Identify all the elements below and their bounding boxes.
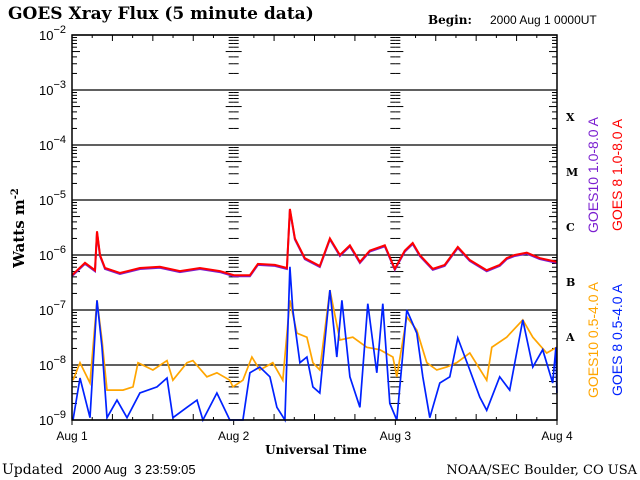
decade-gridlines [72,34,557,421]
flare-class-labels: X M C B A [565,111,578,344]
flare-class-C: C [566,221,575,234]
x-tick-label: Aug 3 [380,429,412,443]
updated-value: 2000 Aug 3 23:59:05 [72,462,196,477]
legend-entry: GOES10 1.0-8.0 A [585,116,601,233]
flare-class-A: A [565,331,575,344]
updated-label: Updated [2,462,63,478]
y-tick-label: 10−8 [39,354,66,373]
series-line [71,208,558,277]
y-tick-labels: 10−2 10−3 10−4 10−5 10−6 10−7 10−8 10−9 [39,24,66,428]
series-line [72,266,558,423]
series-line [71,209,558,278]
series-lines [71,208,558,423]
legend: GOES10 1.0-8.0 A GOES 8 1.0-8.0 A GOES10 0… [585,116,625,398]
plot-frame [71,34,558,421]
y-tick-label: 10−3 [39,79,66,98]
legend-entry: GOES10 0.5-4.0 A [585,281,601,398]
begin-label: Begin: [428,13,472,27]
x-tick-label: Aug 4 [541,429,573,443]
flare-class-M: M [566,166,578,179]
begin-value: 2000 Aug 1 0000UT [490,13,597,27]
series-line [72,289,558,391]
y-tick-label: 10−6 [39,244,66,263]
flare-class-X: X [566,111,575,124]
x-axis-label: Universal Time [265,443,367,457]
y-tick-label: 10−4 [39,134,66,153]
x-tick-label: Aug 1 [56,429,88,443]
x-tick-label: Aug 2 [218,429,250,443]
y-tick-label: 10−7 [39,299,66,318]
legend-entry: GOES 8 0.5-4.0 A [609,283,625,396]
x-tick-labels: Aug 1 Aug 2 Aug 3 Aug 4 [56,429,573,443]
y-axis-label: Watts m-2 [10,188,28,269]
chart-title: GOES Xray Flux (5 minute data) [8,4,314,24]
legend-entry: GOES 8 1.0-8.0 A [609,118,625,231]
y-tick-label: 10−9 [39,409,66,428]
flare-class-B: B [566,276,575,289]
y-tick-label: 10−2 [39,24,66,43]
y-tick-label: 10−5 [39,189,66,208]
credit: NOAA/SEC Boulder, CO USA [446,463,637,478]
